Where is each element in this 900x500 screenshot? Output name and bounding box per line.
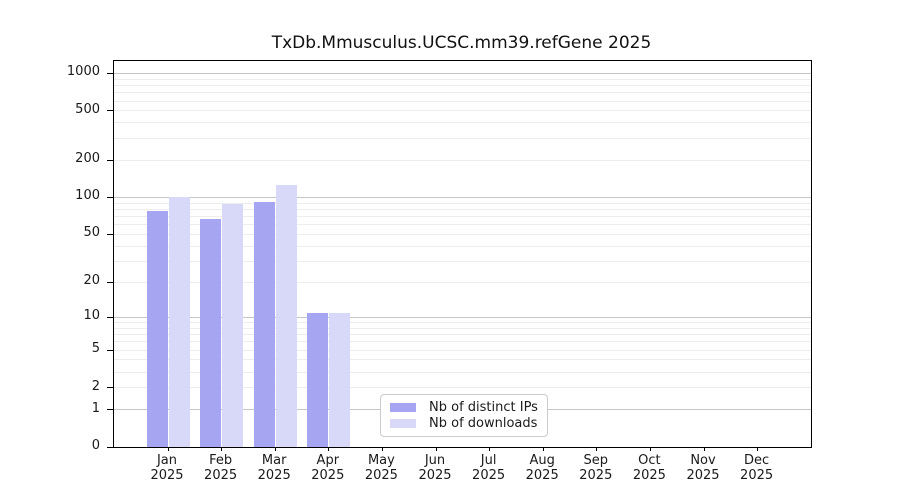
y-tick-label-1: 1 (91, 400, 100, 416)
y-tick-0 (107, 446, 113, 448)
legend-item-downloads: Nb of downloads (390, 416, 547, 431)
y-tick-1 (107, 409, 113, 411)
gridline-minor-30 (114, 260, 811, 262)
gridline-minor-600 (114, 100, 811, 102)
gridline-minor-4 (114, 359, 811, 361)
downloads-swatch (390, 419, 416, 428)
y-tick-50 (107, 233, 113, 235)
y-tick-label-10: 10 (83, 308, 100, 324)
y-tick-label-1000: 1000 (66, 64, 100, 80)
bar-downloads-mar (275, 185, 297, 447)
x-tick-label-sep: Sep 2025 (579, 453, 613, 483)
y-tick-100 (107, 196, 113, 198)
x-tick-label-dec: Dec 2025 (740, 453, 774, 483)
gridline-minor-20 (114, 281, 811, 283)
x-tick-label-jul: Jul 2025 (472, 453, 506, 483)
gridline-major-1000 (114, 72, 811, 74)
bar-distinct-ips-feb (200, 218, 222, 447)
x-tick-label-may: May 2025 (364, 453, 398, 483)
gridline-minor-9 (114, 322, 811, 323)
x-tick-jan (167, 447, 169, 451)
x-tick-may (381, 447, 383, 451)
distinct-ips-swatch (390, 403, 416, 412)
x-tick-aug (542, 447, 544, 451)
gridline-minor-2 (114, 387, 811, 389)
x-tick-label-mar: Mar 2025 (257, 453, 291, 483)
y-tick-label-100: 100 (75, 188, 100, 204)
y-tick-20 (107, 281, 113, 283)
y-tick-label-20: 20 (83, 273, 100, 289)
gridline-minor-900 (114, 78, 811, 80)
gridline-minor-50 (114, 233, 811, 235)
gridline-minor-80 (114, 208, 811, 210)
gridline-minor-3 (114, 371, 811, 373)
plot-area: Nb of distinct IPs Nb of downloads (107, 60, 812, 451)
x-tick-label-aug: Aug 2025 (525, 453, 559, 483)
bar-downloads-feb (222, 203, 244, 447)
x-tick-jun (435, 447, 437, 451)
gridline-minor-200 (114, 159, 811, 161)
gridline-major-100 (114, 196, 811, 198)
y-tick-500 (107, 110, 113, 112)
gridline-minor-60 (114, 224, 811, 226)
legend: Nb of distinct IPs Nb of downloads (380, 394, 548, 437)
bar-distinct-ips-apr (307, 312, 329, 447)
gridline-minor-70 (114, 216, 811, 218)
y-tick-10 (107, 316, 113, 318)
y-tick-label-0: 0 (91, 438, 100, 453)
y-tick-label-2: 2 (91, 378, 100, 394)
y-tick-label-5: 5 (91, 341, 100, 357)
x-tick-label-jan: Jan 2025 (150, 453, 184, 483)
gridline-minor-700 (114, 92, 811, 94)
x-tick-label-feb: Feb 2025 (204, 453, 238, 483)
x-tick-sep (596, 447, 598, 451)
bar-distinct-ips-jan (146, 211, 168, 447)
gridline-minor-800 (114, 84, 811, 86)
legend-label-downloads: Nb of downloads (429, 416, 538, 431)
x-tick-mar (274, 447, 276, 451)
gridline-minor-40 (114, 245, 811, 247)
legend-item-distinct-ips: Nb of distinct IPs (390, 400, 547, 415)
x-tick-dec (757, 447, 759, 451)
x-tick-oct (649, 447, 651, 451)
gridline-minor-8 (114, 327, 811, 329)
y-tick-label-200: 200 (75, 151, 100, 167)
x-tick-label-apr: Apr 2025 (311, 453, 345, 483)
bar-downloads-jan (168, 196, 190, 447)
gridline-minor-500 (114, 110, 811, 112)
gridline-minor-300 (114, 137, 811, 139)
gridline-minor-7 (114, 334, 811, 336)
y-tick-1000 (107, 72, 113, 74)
y-tick-label-500: 500 (75, 101, 100, 117)
x-tick-label-jun: Jun 2025 (418, 453, 452, 483)
y-tick-5 (107, 349, 113, 351)
x-tick-apr (328, 447, 330, 451)
x-tick-label-oct: Oct 2025 (632, 453, 666, 483)
gridline-minor-6 (114, 341, 811, 343)
y-tick-200 (107, 159, 113, 161)
x-tick-feb (221, 447, 223, 451)
y-tick-label-50: 50 (83, 225, 100, 241)
x-tick-jul (489, 447, 491, 451)
gridline-minor-5 (114, 349, 811, 351)
gridline-major-10 (114, 316, 811, 318)
chart-title: TxDb.Mmusculus.UCSC.mm39.refGene 2025 (271, 33, 652, 53)
bar-downloads-apr (329, 312, 351, 447)
legend-label-distinct-ips: Nb of distinct IPs (429, 400, 538, 415)
bar-distinct-ips-mar (253, 201, 275, 447)
x-tick-nov (703, 447, 705, 451)
gridline-minor-400 (114, 122, 811, 124)
gridline-minor-90 (114, 202, 811, 204)
x-tick-label-nov: Nov 2025 (686, 453, 720, 483)
y-tick-2 (107, 387, 113, 389)
